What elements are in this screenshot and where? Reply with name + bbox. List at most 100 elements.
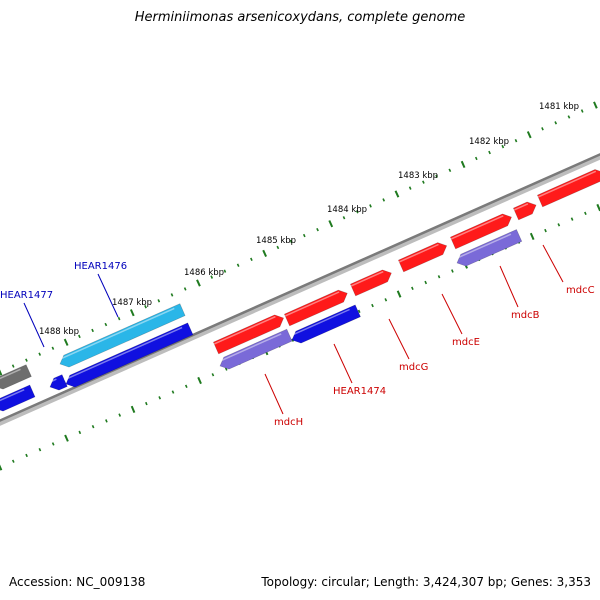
minor-tick bbox=[38, 352, 42, 356]
gene-arrow-pale-2[interactable] bbox=[454, 229, 523, 267]
leader-line bbox=[23, 302, 45, 348]
minor-tick bbox=[514, 138, 518, 143]
minor-tick bbox=[501, 144, 505, 149]
gene-label[interactable]: mdcH bbox=[274, 417, 303, 428]
gene-arrow-small-blue[interactable] bbox=[47, 374, 68, 391]
map-title: Herminiimonas arsenicoxydans, complete g… bbox=[134, 10, 466, 25]
major-tick bbox=[394, 190, 400, 198]
minor-tick bbox=[570, 217, 574, 221]
minor-tick bbox=[544, 228, 547, 233]
leader-line bbox=[264, 373, 284, 415]
minor-tick bbox=[78, 334, 81, 339]
leader-line bbox=[441, 293, 463, 335]
gene-label[interactable]: mdcE bbox=[452, 337, 480, 348]
minor-tick bbox=[51, 442, 55, 446]
minor-tick bbox=[302, 233, 306, 238]
minor-tick bbox=[78, 430, 82, 435]
minor-tick bbox=[371, 303, 374, 308]
gene-label[interactable]: HEAR1477 bbox=[0, 290, 53, 301]
scale-label: 1483 kbp bbox=[398, 171, 438, 181]
minor-tick bbox=[51, 346, 55, 350]
minor-tick bbox=[223, 269, 227, 273]
minor-tick bbox=[424, 280, 428, 285]
minor-tick bbox=[250, 257, 253, 262]
gene-arrow-pale-1[interactable] bbox=[217, 328, 293, 370]
major-tick bbox=[529, 232, 535, 241]
gene-label[interactable]: HEAR1476 bbox=[74, 261, 127, 272]
scale-label: 1485 kbp bbox=[256, 236, 296, 246]
minor-tick bbox=[474, 156, 478, 161]
minor-tick bbox=[144, 305, 147, 309]
minor-tick bbox=[408, 186, 412, 190]
backbone bbox=[0, 153, 600, 426]
major-tick bbox=[130, 405, 136, 413]
minor-tick bbox=[91, 328, 94, 333]
minor-tick bbox=[357, 309, 361, 314]
minor-tick bbox=[145, 401, 148, 406]
major-tick bbox=[328, 220, 334, 228]
gene-arrow-mdcE[interactable] bbox=[350, 269, 392, 297]
accession-label: Accession: NC_009138 bbox=[9, 575, 146, 589]
gene-arrow-mdcD[interactable] bbox=[537, 169, 600, 208]
minor-tick bbox=[541, 127, 544, 131]
leader-line bbox=[97, 273, 119, 318]
gene-label[interactable]: mdcC bbox=[566, 285, 595, 296]
minor-tick bbox=[11, 459, 15, 463]
gene-arrow-mdcA[interactable] bbox=[513, 201, 537, 221]
gene-arrow-HEAR1474[interactable] bbox=[289, 304, 361, 344]
minor-tick bbox=[25, 358, 28, 362]
minor-tick bbox=[11, 364, 15, 368]
gene-arrow-blue-long[interactable] bbox=[63, 322, 194, 388]
major-tick bbox=[593, 101, 598, 109]
minor-tick bbox=[38, 447, 42, 452]
major-tick bbox=[526, 131, 532, 139]
minor-tick bbox=[316, 227, 319, 232]
minor-tick bbox=[451, 269, 454, 273]
minor-tick bbox=[184, 384, 188, 389]
minor-tick bbox=[289, 239, 293, 244]
gene-arrow-mdcG[interactable] bbox=[284, 289, 348, 327]
minor-tick bbox=[355, 210, 359, 214]
gene-label[interactable]: HEAR1474 bbox=[333, 386, 386, 397]
major-tick bbox=[460, 160, 466, 169]
minor-tick bbox=[105, 419, 108, 423]
minor-tick bbox=[554, 121, 558, 125]
minor-tick bbox=[91, 424, 95, 429]
major-tick bbox=[63, 338, 69, 346]
gene-features bbox=[0, 169, 600, 412]
feature-labels: 1481 kbp 1482 kbp 1483 kbp 1484 kbp 1485 kbp… bbox=[0, 102, 595, 428]
minor-tick bbox=[118, 413, 122, 417]
major-tick bbox=[129, 309, 135, 317]
gene-arrow-mdcB[interactable] bbox=[398, 242, 448, 273]
minor-tick bbox=[488, 150, 491, 155]
minor-tick bbox=[104, 322, 108, 327]
gene-arrow-gray[interactable] bbox=[0, 364, 32, 390]
minor-tick bbox=[210, 275, 214, 279]
gene-label[interactable]: mdcB bbox=[511, 310, 540, 321]
gene-arrow-HEAR1476[interactable] bbox=[57, 303, 186, 368]
leader-line bbox=[388, 318, 410, 360]
outer-tick-ring bbox=[0, 101, 598, 376]
leader-line bbox=[542, 244, 564, 283]
gene-arrow-mdcC[interactable] bbox=[450, 213, 512, 250]
scale-label: 1484 kbp bbox=[327, 205, 367, 215]
gene-arrow-blue-left[interactable] bbox=[0, 384, 36, 412]
minor-tick bbox=[422, 180, 425, 184]
minor-tick bbox=[158, 396, 162, 400]
major-tick bbox=[0, 369, 3, 376]
major-tick bbox=[197, 376, 202, 385]
minor-tick bbox=[557, 223, 561, 227]
gene-label[interactable]: mdcG bbox=[399, 362, 428, 373]
minor-tick bbox=[411, 286, 414, 291]
minor-tick bbox=[567, 115, 571, 119]
scale-label: 1481 kbp bbox=[539, 102, 579, 112]
gene-arrow-mdcH[interactable] bbox=[213, 314, 285, 355]
major-tick bbox=[396, 290, 402, 298]
minor-tick bbox=[236, 263, 240, 267]
scale-label: 1488 kbp bbox=[39, 327, 79, 337]
minor-tick bbox=[584, 211, 587, 216]
major-tick bbox=[196, 279, 201, 287]
minor-tick bbox=[183, 287, 187, 291]
